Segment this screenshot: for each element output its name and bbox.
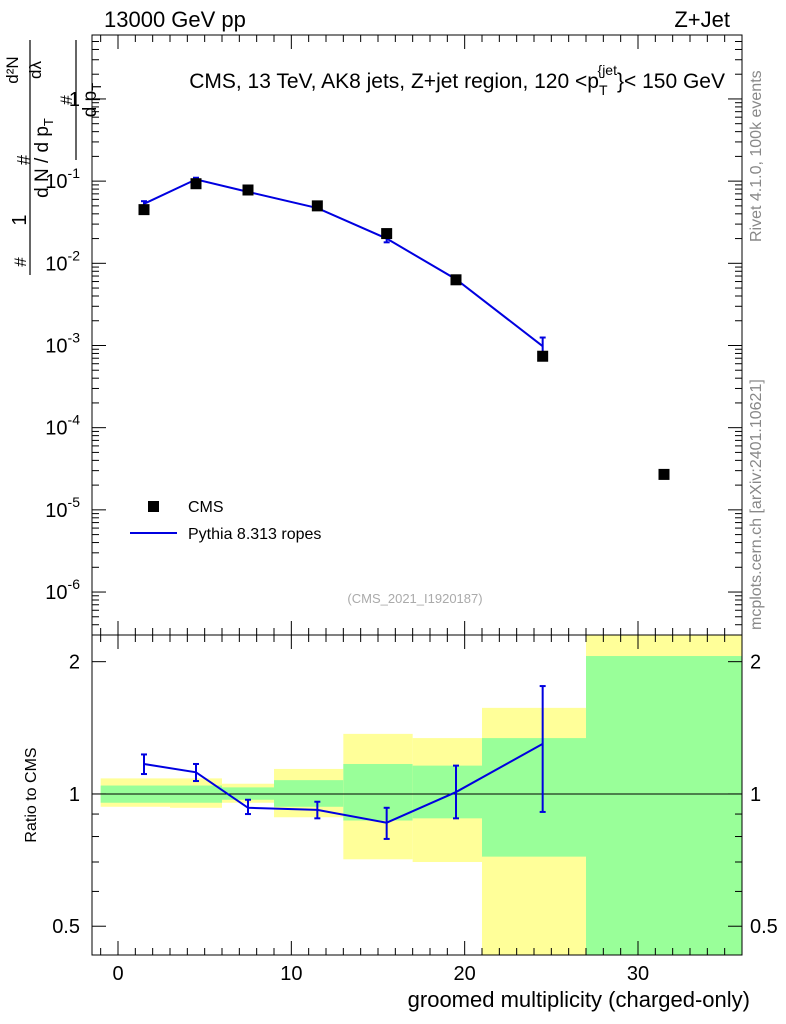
analysis-watermark: (CMS_2021_I1920187) [347, 591, 482, 606]
svg-text:#: # [57, 95, 76, 105]
ratio-x-tick-label: 0 [112, 963, 123, 985]
ratio-band-stat [482, 738, 586, 857]
main-mc-series [141, 176, 546, 360]
main-ylabel: # 1 d N / d pT # # d pT d²N dλ [3, 40, 104, 275]
ratio-ylabel: Ratio to CMS [23, 747, 40, 842]
svg-text:1: 1 [9, 214, 31, 225]
main-y-tick-label: 10-2 [45, 247, 80, 275]
legend-marker-cms [148, 501, 159, 512]
main-y-ticks: 1 10-1 10-2 10-3 10-4 10-5 10-6 [45, 34, 742, 636]
ratio-x-tick-label: 20 [454, 963, 476, 985]
ratio-bands [100, 635, 742, 955]
cms-data-point [658, 468, 670, 480]
main-title: CMS, 13 TeV, AK8 jets, Z+jet region, 120… [189, 62, 725, 98]
ratio-panel: 0.5 0.5 1 1 2 2 0 10 20 30 [52, 634, 778, 985]
cms-data-point [242, 184, 254, 196]
cms-data-point [311, 200, 323, 212]
ratio-band-stat [343, 763, 413, 821]
mcplots-label: mcplots.cern.ch [arXiv:2401.10621] [748, 379, 765, 630]
ratio-band-stat [586, 656, 742, 955]
cms-data-point [537, 350, 549, 362]
ratio-y-tick-label-right: 0.5 [750, 916, 778, 938]
cms-data-point [381, 228, 393, 240]
x-axis-label: groomed multiplicity (charged-only) [408, 987, 750, 1012]
main-y-tick-label: 10-1 [45, 165, 80, 193]
ratio-y-tick-label-right: 2 [750, 652, 761, 674]
mc-line [143, 178, 544, 348]
main-y-tick-label: 1 [69, 89, 80, 111]
ratio-y-tick-label-left: 0.5 [52, 916, 80, 938]
legend-label-cms: CMS [188, 499, 224, 516]
cms-data-point [190, 178, 202, 190]
ratio-x-tick-label: 30 [627, 963, 649, 985]
svg-text:#: # [14, 155, 34, 165]
header-right: Z+Jet [674, 7, 730, 32]
main-y-tick-label: 10-3 [45, 329, 80, 357]
main-y-tick-label: 10-4 [45, 412, 80, 440]
cms-data-point [138, 204, 150, 216]
main-y-tick-label: 10-6 [45, 576, 80, 604]
ratio-frame [91, 634, 743, 956]
ratio-x-ticks: 0 10 20 30 [100, 635, 726, 985]
rivet-version-label: Rivet 4.1.0, 100k events [748, 70, 765, 242]
ratio-x-tick-label: 10 [280, 963, 302, 985]
main-data-series [138, 178, 670, 480]
main-panel: CMS, 13 TeV, AK8 jets, Z+jet region, 120… [45, 34, 743, 636]
main-y-tick-label: 10-5 [45, 494, 80, 522]
svg-text:dλ: dλ [26, 61, 45, 79]
main-x-ticks [100, 35, 726, 635]
svg-text:d²N: d²N [3, 56, 22, 83]
ratio-y-tick-label-left: 2 [69, 652, 80, 674]
main-frame [91, 34, 743, 636]
legend: CMS Pythia 8.313 ropes [130, 499, 321, 543]
ratio-y-ticks: 0.5 0.5 1 1 2 2 [52, 652, 778, 939]
ratio-band-stat [412, 765, 482, 819]
svg-text:#: # [11, 257, 30, 267]
cms-data-point [450, 274, 462, 286]
header-left: 13000 GeV pp [104, 7, 246, 32]
legend-label-mc: Pythia 8.313 ropes [188, 526, 321, 543]
svg-text:d N / d pT: d N / d pT [32, 118, 56, 198]
ratio-mc-series [141, 685, 546, 840]
ratio-y-tick-label-right: 1 [750, 784, 761, 806]
ratio-y-tick-label-left: 1 [69, 784, 80, 806]
